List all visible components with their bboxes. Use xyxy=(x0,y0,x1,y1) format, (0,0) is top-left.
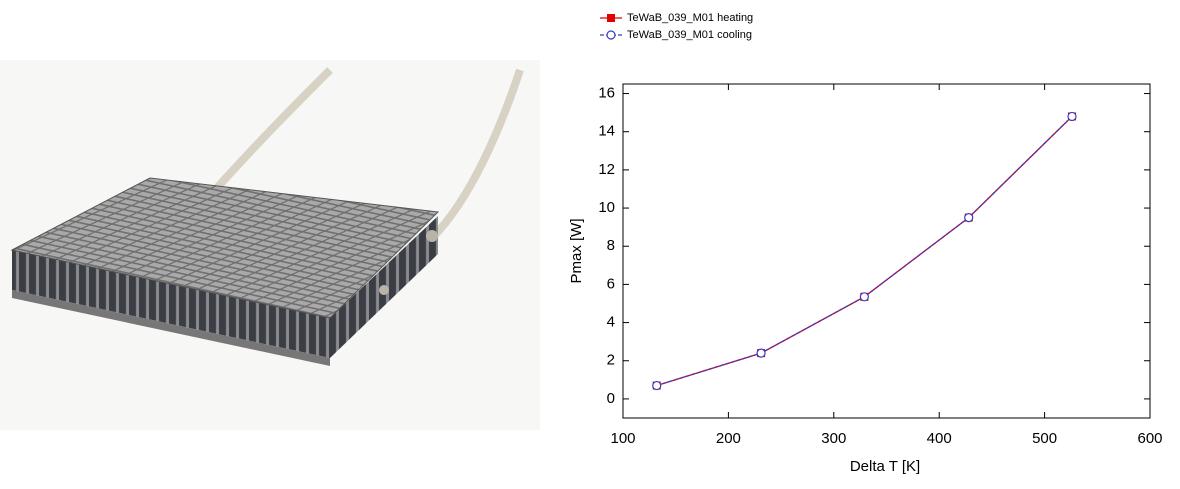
x-tick-label: 300 xyxy=(821,430,846,447)
x-tick-label: 600 xyxy=(1137,430,1162,447)
legend-label: TeWaB_039_M01 cooling xyxy=(627,29,752,41)
y-tick-label: 16 xyxy=(598,85,615,102)
y-tick-label: 10 xyxy=(598,199,615,216)
legend: TeWaB_039_M01 heating TeWaB_039_M01 cooli… xyxy=(600,12,753,41)
marker xyxy=(756,348,766,358)
x-axis-label: Delta T [K] xyxy=(850,458,920,475)
y-tick-label: 12 xyxy=(598,161,615,178)
module-side xyxy=(12,216,438,358)
y-tick-label: 14 xyxy=(598,123,615,140)
legend-marker xyxy=(607,14,615,22)
y-tick-label: 6 xyxy=(607,275,615,292)
photo xyxy=(0,60,540,430)
y-tick-label: 4 xyxy=(607,314,615,331)
legend-marker xyxy=(606,30,616,40)
plot-frame xyxy=(622,83,1151,419)
series-line xyxy=(656,115,1073,387)
marker xyxy=(859,292,869,302)
module-base xyxy=(12,290,330,366)
x-tick-label: 100 xyxy=(610,430,635,447)
series-line xyxy=(656,115,1073,387)
module-top xyxy=(10,177,440,319)
wire xyxy=(429,68,524,241)
marker xyxy=(964,213,974,223)
y-axis-label: Pmax [W] xyxy=(568,218,585,283)
marker xyxy=(652,380,662,391)
x-tick-label: 200 xyxy=(716,430,741,447)
y-tick-label: 2 xyxy=(607,352,615,369)
x-tick-label: 400 xyxy=(927,430,952,447)
y-tick-label: 8 xyxy=(607,237,615,254)
marker xyxy=(1067,111,1077,122)
solder-joint xyxy=(426,230,438,242)
x-tick-label: 500 xyxy=(1032,430,1057,447)
wire xyxy=(212,67,333,193)
y-tick-label: 0 xyxy=(607,390,615,407)
legend-label: TeWaB_039_M01 heating xyxy=(627,12,753,24)
solder-joint xyxy=(379,285,389,295)
